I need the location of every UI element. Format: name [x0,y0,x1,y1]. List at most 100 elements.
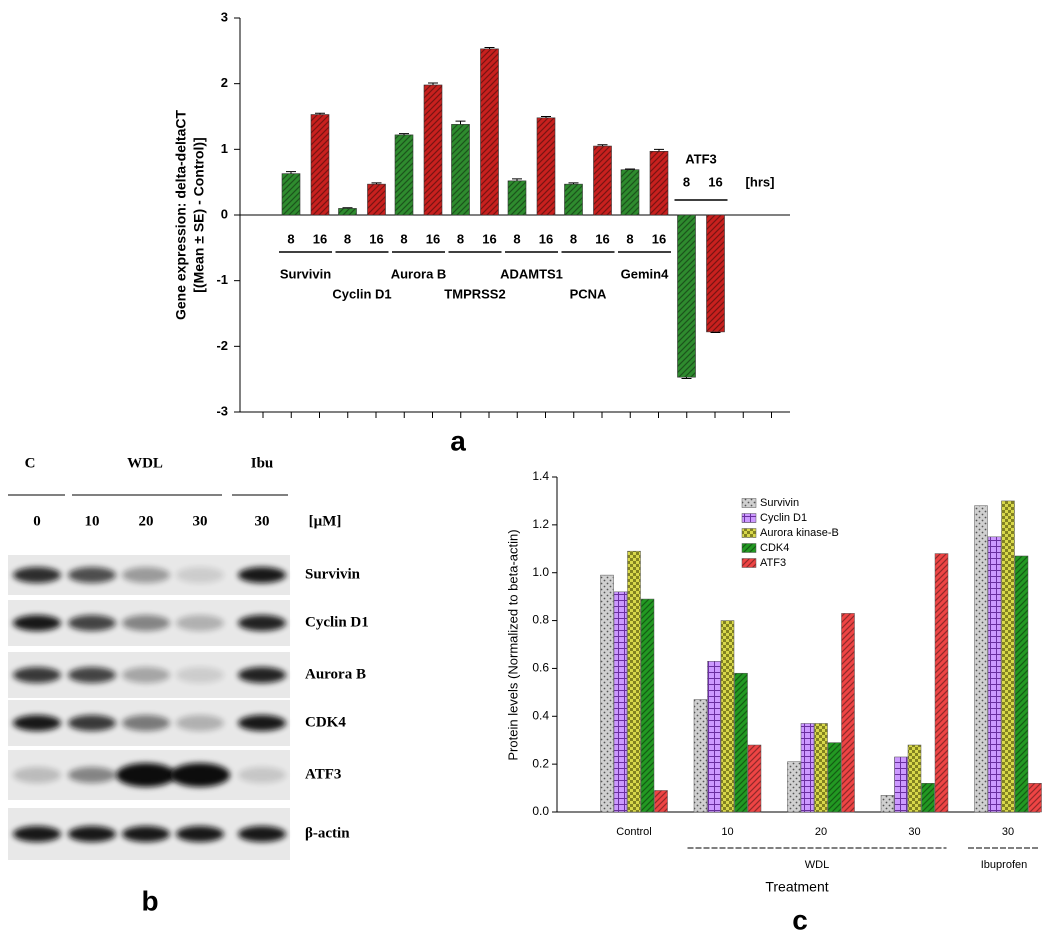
blot-band [68,567,116,583]
series-label: 8 [400,231,407,246]
error-bar [286,171,296,174]
x-tick-label: 10 [721,826,733,838]
error-bar [315,112,325,115]
bar [934,553,949,813]
y-tick-label: -3 [216,403,228,418]
bar [1001,500,1015,813]
legend-swatch [741,528,757,538]
blot-band [176,826,224,842]
y-tick-label: 2 [221,75,228,90]
y-tick-label: 0.4 [532,708,549,722]
bar [921,783,935,813]
error-bar [681,377,692,380]
category-label: Survivin [280,266,331,281]
blot-band [68,826,116,842]
legend-swatch [741,558,757,568]
blot-band [238,615,286,631]
bar [640,598,655,813]
bar [613,591,628,813]
series-label: 16 [595,231,609,246]
series-label: 8 [513,231,520,246]
legend-label: ATF3 [760,557,786,569]
series-label: 16 [313,231,327,246]
series-label: 8 [626,231,633,246]
bar [974,505,988,813]
legend-label: Survivin [760,497,799,509]
category-label: Cyclin D1 [332,286,391,301]
series-label: 8 [457,231,464,246]
bar [693,699,708,813]
bar [734,672,748,813]
y-tick-label: 1 [221,141,228,156]
blot-band [238,667,286,683]
series-label: 16 [369,231,383,246]
error-bar [428,82,438,85]
series-label: 16 [482,231,496,246]
bar [649,151,669,216]
panel-label: a [450,425,466,456]
bar [480,48,499,216]
group-label: Ibu [251,455,274,471]
bar [907,744,922,813]
blot-band [68,615,116,631]
category-label: Aurora B [391,266,447,281]
error-bar [568,182,579,185]
y-tick-label: 1.0 [532,565,549,579]
category-label: PCNA [570,286,607,301]
unit-label: [µM] [309,513,342,529]
blot-band [13,767,61,783]
blot-band [122,567,170,583]
series-label: 16 [652,231,666,246]
blot-band [116,763,176,787]
blot-band [176,615,224,631]
group-label: C [25,455,36,471]
category-label: ADAMTS1 [500,266,563,281]
protein-label: β-actin [305,825,350,841]
error-bar [399,133,409,135]
error-bar [541,116,551,118]
bar [451,124,470,216]
error-bar [512,178,522,181]
bar [600,574,614,813]
blot-band [13,715,61,731]
series-label: 8 [344,231,351,246]
legend-label: Cyclin D1 [760,512,807,524]
blot-band [13,826,61,842]
blot-band [68,715,116,731]
bar [720,620,735,813]
blot-band [238,567,286,583]
series-label: 16 [539,231,553,246]
series-label: 8 [683,174,690,189]
category-label: ATF3 [685,151,717,166]
blot-band [68,667,116,683]
bar [1028,783,1042,813]
group-label: Ibuprofen [981,859,1027,871]
bar [880,795,895,813]
error-bar [455,120,466,125]
protein-label: Survivin [305,566,361,582]
blot-band [13,615,61,631]
category-label: TMPRSS2 [444,286,505,301]
blot-band [122,615,170,631]
protein-label: ATF3 [305,766,341,782]
bar [367,183,386,216]
bar [827,742,842,813]
error-bar [371,182,382,185]
blot-band [238,826,286,842]
error-bar [597,144,608,147]
legend-label: Aurora kinase-B [760,527,839,539]
bar [338,208,357,216]
bar [593,145,612,216]
bar [627,550,641,813]
bar [620,169,640,216]
y-tick-label: 3 [221,9,228,24]
x-axis-label: Treatment [765,879,828,895]
y-axis-label: Gene expression: delta-deltaCT [173,110,189,321]
bar [841,613,855,813]
bar [281,173,301,216]
bar [707,661,721,813]
series-label: 16 [708,174,722,189]
legend-swatch [741,543,757,553]
lane-label: 0 [33,513,41,529]
